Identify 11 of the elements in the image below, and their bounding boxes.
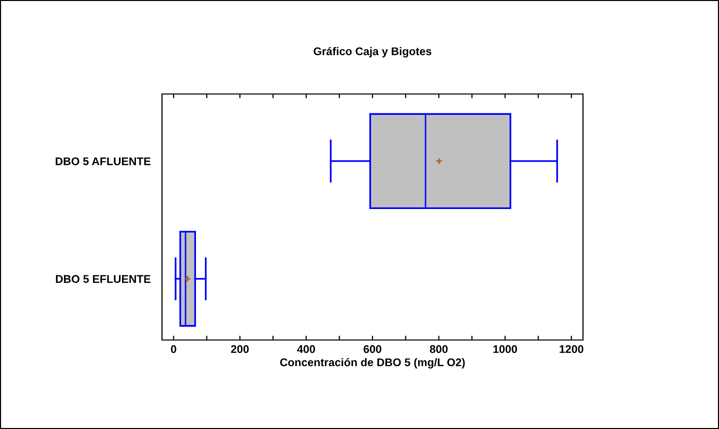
x-tick-label: 1200 [560, 345, 584, 354]
chart-title: Gráfico Caja y Bigotes [314, 46, 432, 58]
x-tick-label: 600 [364, 345, 382, 354]
y-tick-label: DBO 5 AFLUENTE [56, 157, 150, 166]
x-tick-label: 1000 [493, 345, 518, 354]
x-tick-label: 200 [231, 345, 249, 354]
x-axis-title: Concentración de DBO 5 (mg/L O2) [280, 358, 465, 368]
x-tick-label: 0 [170, 345, 176, 354]
x-tick-label: 800 [430, 345, 448, 354]
y-tick-label: DBO 5 EFLUENTE [56, 275, 150, 283]
x-tick-label: 400 [297, 345, 316, 354]
